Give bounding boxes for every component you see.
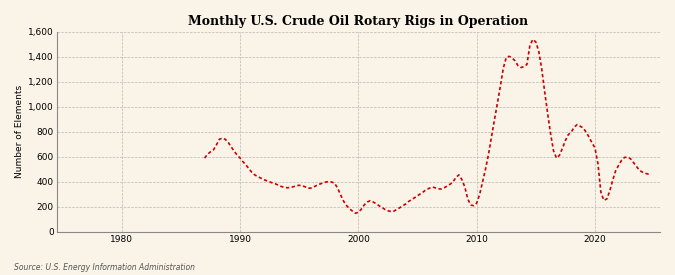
Text: Source: U.S. Energy Information Administration: Source: U.S. Energy Information Administ… — [14, 263, 194, 272]
Title: Monthly U.S. Crude Oil Rotary Rigs in Operation: Monthly U.S. Crude Oil Rotary Rigs in Op… — [188, 15, 529, 28]
Y-axis label: Number of Elements: Number of Elements — [15, 85, 24, 178]
